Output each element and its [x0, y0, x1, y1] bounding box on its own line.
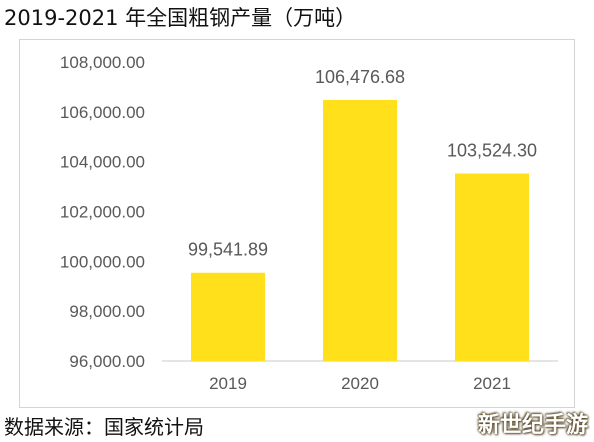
x-tick-label: 2020	[341, 374, 379, 393]
y-tick-label: 108,000.00	[60, 53, 145, 72]
data-label: 106,476.68	[315, 67, 405, 87]
bar-2019	[191, 272, 265, 361]
data-label: 99,541.89	[188, 240, 268, 260]
bar-2021	[455, 173, 529, 361]
y-tick-label: 96,000.00	[69, 352, 145, 371]
watermark: 新世纪手游	[477, 413, 588, 438]
x-tick-label: 2021	[473, 374, 511, 393]
source-note: 数据来源：国家统计局	[4, 415, 204, 439]
y-tick-label: 98,000.00	[69, 302, 145, 321]
chart-title: 2019-2021 年全国粗钢产量（万吨）	[4, 6, 357, 30]
chart-frame	[19, 39, 575, 408]
bar-2020	[323, 99, 397, 361]
x-tick-label: 2019	[209, 374, 247, 393]
data-label: 103,524.30	[447, 141, 537, 161]
y-tick-label: 100,000.00	[60, 252, 145, 271]
y-tick-label: 106,000.00	[60, 103, 145, 122]
y-tick-label: 102,000.00	[60, 203, 145, 222]
y-tick-label: 104,000.00	[60, 153, 145, 172]
